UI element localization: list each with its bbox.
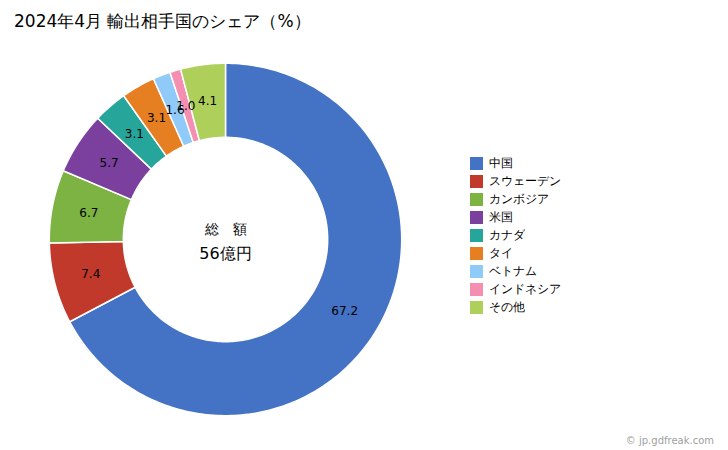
html-text:© jp.gdfreak.com: © jp.gdfreak.com xyxy=(625,435,714,446)
html-text:スウェーデン: スウェーデン xyxy=(489,174,561,188)
svg-text:1.6: 1.6 xyxy=(165,102,185,117)
svg-text:3.1: 3.1 xyxy=(147,111,166,125)
html-text:中国: 中国 xyxy=(489,156,513,170)
svg-text:4.1: 4.1 xyxy=(198,94,217,108)
html-text:インドネシア: インドネシア xyxy=(489,282,561,296)
html-text:カナダ: カナダ xyxy=(489,228,525,242)
html-text:米国: 米国 xyxy=(489,210,513,224)
svg-text:67.2: 67.2 xyxy=(331,304,358,318)
svg-text:7.4: 7.4 xyxy=(81,267,100,281)
html-text:2024年4月 輸出相手国のシェア（%）: 2024年4月 輸出相手国のシェア（%） xyxy=(14,11,311,31)
svg-text:6.7: 6.7 xyxy=(79,206,98,220)
html-text:タイ: タイ xyxy=(489,246,513,260)
svg-text:総 額: 総 額 xyxy=(204,221,247,237)
svg-text:1.0: 1.0 xyxy=(176,99,195,113)
svg-text:3.1: 3.1 xyxy=(125,127,144,141)
svg-text:5.7: 5.7 xyxy=(100,156,119,170)
html-text:カンボジア: カンボジア xyxy=(489,192,549,206)
html-text:その他: その他 xyxy=(489,300,525,314)
html-text:ベトナム: ベトナム xyxy=(489,264,537,278)
svg-text:56億円: 56億円 xyxy=(199,244,251,263)
